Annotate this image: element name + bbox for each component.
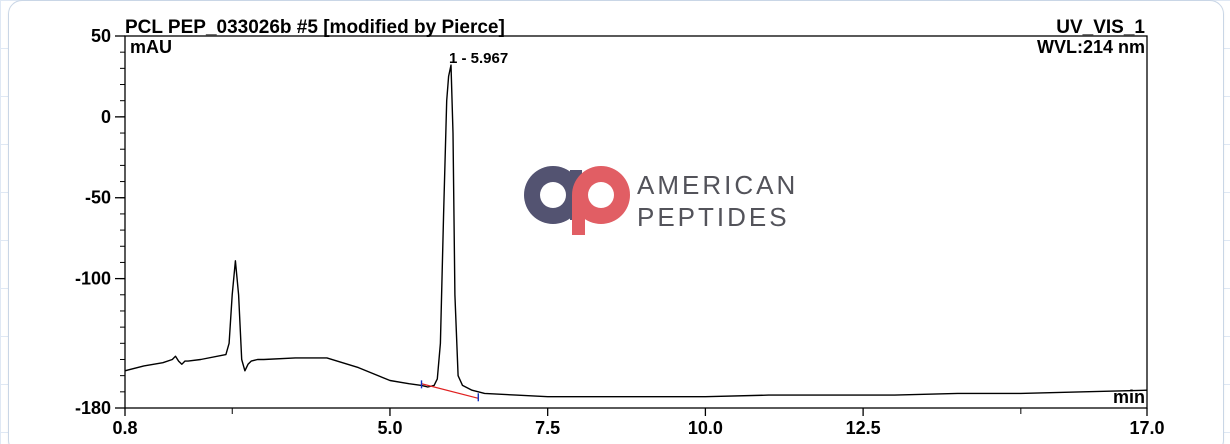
x-tick-label: 17.0: [1129, 418, 1164, 438]
chromatogram-series: [124, 64, 1148, 402]
y-tick-label: 0: [101, 107, 111, 127]
logo-p-hole: [588, 182, 614, 208]
logo-line-2: PEPTIDES: [637, 202, 790, 232]
x-tick-label: 0.8: [112, 418, 137, 438]
y-tick-label: -180: [75, 398, 111, 418]
x-tick-label: 7.5: [535, 418, 560, 438]
x-axis-label: min: [1113, 387, 1145, 407]
chromatogram-card: [8, 0, 1224, 444]
peak-label: 1 - 5.967: [449, 50, 508, 67]
logo-line-1: AMERICAN: [637, 170, 798, 200]
x-tick-label: 5.0: [377, 418, 402, 438]
chromatogram-trace: [124, 64, 1148, 398]
y-tick-label: 50: [91, 26, 111, 46]
logo-a-hole: [540, 182, 566, 208]
plot-frame: [124, 35, 1148, 409]
american-peptides-logo: AMERICAN PEPTIDES: [524, 166, 798, 235]
x-tick-label: 12.5: [846, 418, 881, 438]
axis-ticks: [115, 35, 1148, 416]
y-tick-label: -100: [75, 269, 111, 289]
y-tick-label: -50: [85, 188, 111, 208]
wavelength-label: WVL:214 nm: [1037, 37, 1145, 57]
x-tick-label: 10.0: [688, 418, 723, 438]
detector-label: UV_VIS_1: [1056, 17, 1145, 38]
integration-baseline: [421, 383, 479, 399]
logo-p-stem: [572, 195, 585, 235]
chart-title: PCL PEP_033026b #5 [modified by Pierce]: [125, 17, 505, 38]
y-axis-label: mAU: [130, 37, 172, 57]
